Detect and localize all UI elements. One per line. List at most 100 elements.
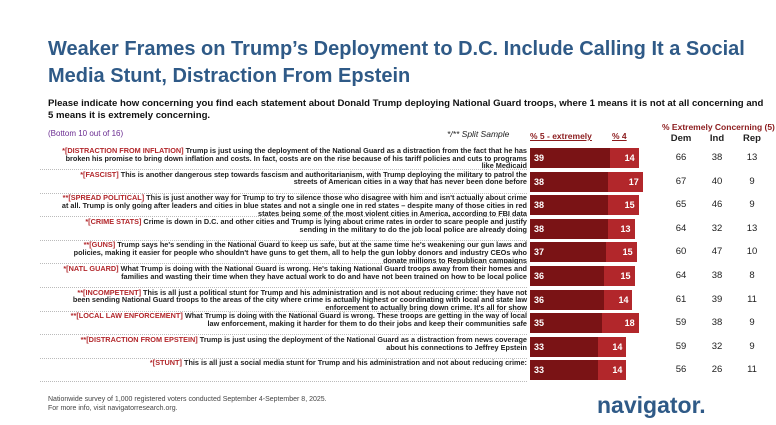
row-separator [40, 192, 527, 194]
row-label: *[STUNT] This is all just a social media… [60, 359, 527, 382]
row-separator [40, 334, 527, 336]
row-tag: **[INCOMPETENT] [77, 288, 142, 297]
bar: 14 [609, 148, 639, 168]
bar-label: 33 [534, 341, 545, 352]
table-cell: 13 [746, 152, 758, 163]
split-sample-note: */** Split Sample [447, 129, 510, 139]
bar: 38 [530, 218, 608, 239]
table-cell: 59 [675, 340, 687, 352]
table-cell: 9 [749, 175, 755, 187]
row-tag: **[GUNS] [83, 241, 116, 250]
row-label: **[GUNS] Trump says he's sending in the … [60, 241, 527, 264]
table-cell: 9 [749, 199, 755, 211]
table-cell: 38 [711, 152, 723, 163]
table-header: Ind [709, 133, 725, 144]
table-title: % Extremely Concerning (5) [662, 122, 775, 132]
bar-label: 15 [624, 200, 635, 211]
row-separator [40, 169, 527, 170]
row-statement: This is just another way for Trump to tr… [61, 194, 527, 218]
legend-label: % 4 [612, 131, 627, 141]
footnote: Nationwide survey of 1,000 registered vo… [48, 396, 327, 403]
table-cell: 13 [746, 222, 758, 234]
bar-label: 36 [534, 271, 545, 281]
bar-label: 15 [620, 271, 631, 281]
table-cell: 38 [711, 317, 723, 329]
bar: 14 [597, 336, 627, 357]
row-label: *[CRIME STATS] Crime is down in D.C. and… [60, 218, 527, 241]
table-cell: 64 [675, 222, 687, 234]
table-cell: 46 [711, 199, 723, 211]
bar-label: 39 [534, 153, 545, 163]
row-separator [40, 310, 527, 312]
bar: 39 [530, 148, 610, 168]
row-label: *[FASCIST] This is another dangerous ste… [60, 171, 527, 194]
title: Weaker Frames on Trump’s Deployment to D… [48, 38, 745, 87]
row-tag: *[DISTRACTION FROM INFLATION] [62, 147, 184, 155]
table-cell: 9 [749, 317, 755, 329]
table-cell: 40 [711, 175, 723, 187]
footnote: For more info, visit navigatorresearch.o… [48, 405, 178, 412]
bar-label: 13 [620, 223, 631, 234]
bar-label: 15 [622, 247, 633, 258]
table-cell: 60 [675, 246, 687, 258]
row-statement: What Trump is doing with the National Gu… [120, 265, 527, 281]
row-statement: This is all just a social media stunt fo… [183, 359, 527, 368]
row-separator [40, 287, 527, 288]
table-cell: 32 [711, 340, 723, 352]
bar-label: 37 [534, 247, 545, 258]
bar-label: 14 [618, 294, 629, 305]
table-cell: 61 [675, 293, 687, 305]
row-label: *[NATL GUARD] What Trump is doing with t… [60, 265, 527, 288]
bar: 37 [530, 242, 606, 263]
row-statement: Trump says he's sending in the National … [73, 241, 527, 265]
table-header: Dem [670, 133, 692, 144]
table-cell: 39 [711, 293, 723, 305]
bar: 17 [607, 171, 643, 192]
bar-label: 14 [612, 341, 623, 352]
table-cell: 26 [711, 364, 723, 376]
row-statement: What Trump is doing with the National Gu… [184, 312, 527, 328]
row-separator [40, 216, 527, 218]
row-label: **[SPREAD POLITICAL] This is just anothe… [60, 194, 527, 217]
table-header: Rep [743, 133, 761, 144]
row-label: *[DISTRACTION FROM INFLATION] Trump is j… [60, 147, 527, 170]
table-cell: 59 [675, 317, 687, 329]
bar-label: 14 [612, 365, 623, 376]
row-label: **[INCOMPETENT] This is all just a polit… [60, 289, 527, 312]
row-label: **[LOCAL LAW ENFORCEMENT] What Trump is … [60, 312, 527, 335]
legend-label: % 5 - extremely [530, 131, 592, 141]
bar: 33 [530, 360, 598, 381]
note: (Bottom 10 out of 16) [48, 129, 124, 138]
bar: 36 [530, 266, 604, 286]
table-cell: 66 [675, 152, 687, 163]
bar: 18 [601, 313, 639, 334]
row-statement: Trump is just using the deployment of th… [199, 335, 527, 352]
bar: 33 [530, 336, 598, 357]
table-cell: 10 [746, 246, 758, 258]
table-cell: 67 [675, 175, 687, 187]
table-cell: 65 [675, 199, 687, 211]
row-tag: **[SPREAD POLITICAL] [62, 194, 145, 203]
bar-label: 17 [628, 176, 639, 187]
bar: 38 [530, 195, 608, 216]
table-cell: 11 [747, 293, 757, 305]
row-statement: Crime is down in D.C. and other cities a… [143, 217, 527, 234]
subtitle: Please indicate how concerning you find … [48, 98, 764, 121]
table-cell: 11 [747, 364, 757, 376]
row-tag: **[DISTRACTION FROM EPSTEIN] [80, 335, 198, 344]
row-statement: This is another dangerous step towards f… [120, 170, 527, 187]
bar: 15 [605, 242, 637, 263]
row-tag: *[NATL GUARD] [63, 265, 119, 273]
bar: 38 [530, 171, 608, 192]
row-separator [40, 357, 527, 359]
bar: 14 [597, 360, 627, 381]
row-separator [40, 263, 527, 265]
row-tag: **[LOCAL LAW ENFORCEMENT] [70, 312, 183, 321]
row-tag: *[CRIME STATS] [85, 217, 142, 226]
table-cell: 32 [711, 222, 723, 234]
table-cell: 56 [675, 364, 687, 376]
table-cell: 64 [675, 270, 687, 281]
bar: 36 [530, 289, 604, 310]
bar: 13 [607, 218, 635, 239]
table-cell: 9 [749, 340, 755, 352]
